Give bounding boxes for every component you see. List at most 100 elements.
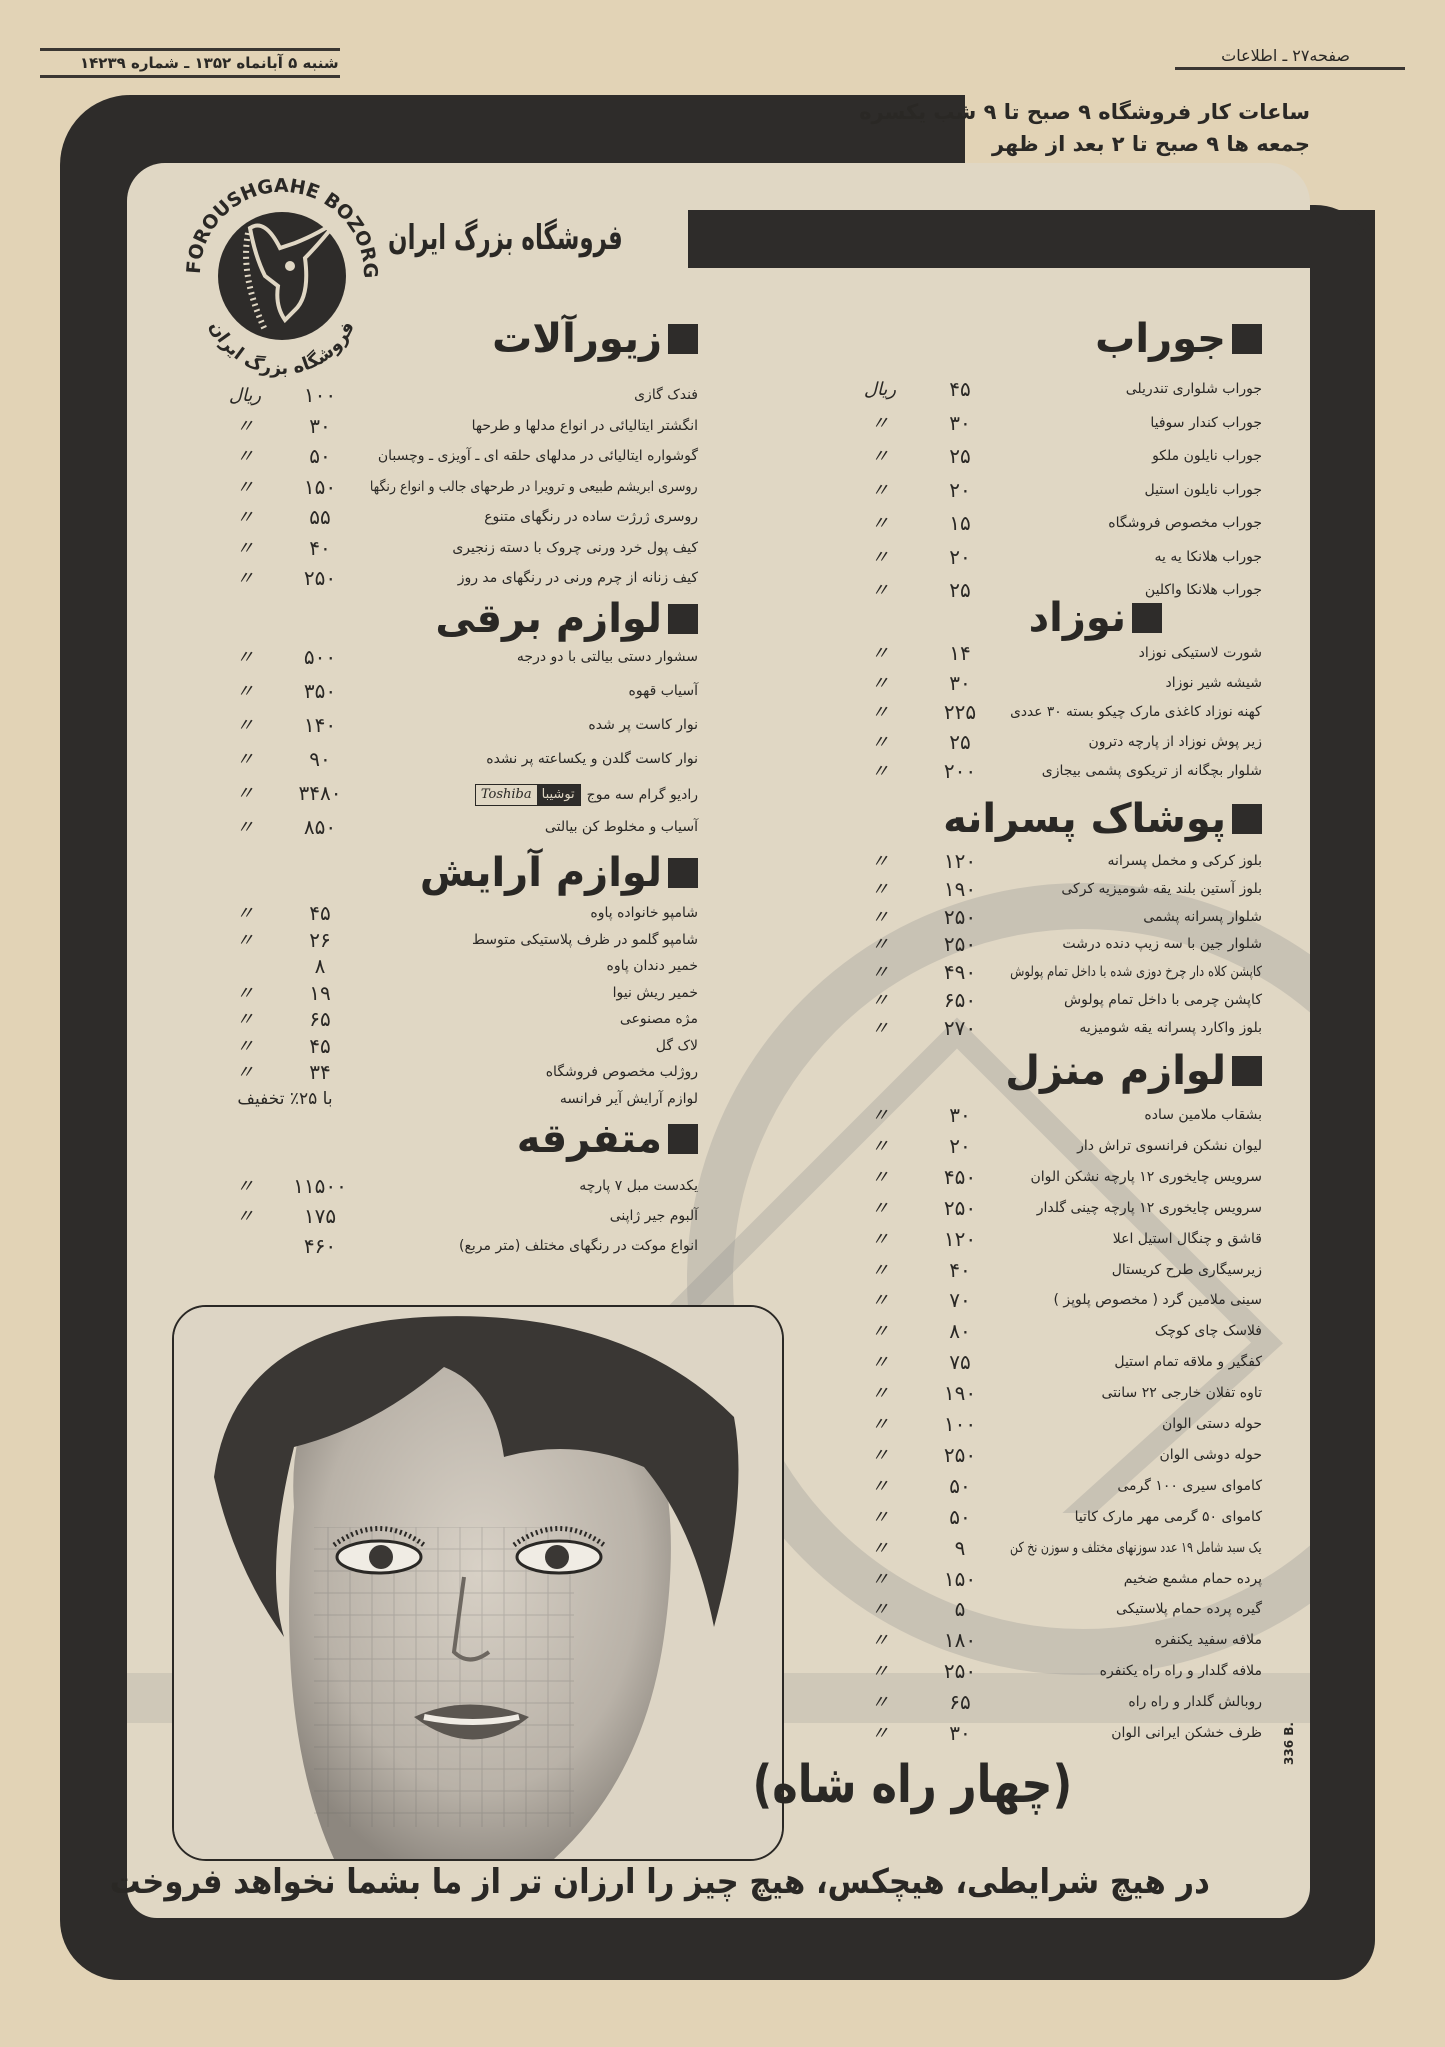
item-price: ۳۴۸۰ xyxy=(298,781,342,805)
currency-label: ریال xyxy=(863,379,897,400)
item-price: ۱۰۰ xyxy=(943,1412,977,1436)
item-price: ۳۵۰ xyxy=(303,679,337,703)
item-name-text: شامپو خانواده پاوه xyxy=(590,905,698,921)
item-name: بلوز واکارد پسرانه یقه شومیزیه xyxy=(1079,1019,1262,1037)
item-name: شیشه شیر نوزاد xyxy=(1165,674,1262,692)
item-name: تاوه تفلان خارجی ۲۲ سانتی xyxy=(1101,1384,1262,1402)
price-list-item: رادیو گرام سه موج توشیبا Toshiba ۳۴۸۰ 〃 xyxy=(220,782,698,806)
item-name-text: آسیاب و مخلوط کن بیالتی xyxy=(544,819,698,835)
price-list-item: گیره پرده حمام پلاستیکی ۵ 〃 xyxy=(820,1598,1262,1622)
item-price: ۵۰ xyxy=(949,1504,971,1529)
item-name: ملافه سفید یکنفره xyxy=(1155,1631,1262,1649)
item-price: ۲۲۵ xyxy=(943,700,977,724)
item-name: ملافه گلدار و راه راه یکنفره xyxy=(1100,1662,1262,1680)
brand-persian: توشیبا xyxy=(536,785,580,805)
section-heading: جوراب xyxy=(1095,318,1262,360)
section-title: لوازم آرایش xyxy=(419,850,663,896)
ditto-mark: 〃 xyxy=(236,507,254,528)
item-name: حوله دستی الوان xyxy=(1162,1415,1262,1433)
item-name-text: لوازم آرایش آیر فرانسه xyxy=(559,1090,698,1107)
item-price: ۴۹۰ xyxy=(943,960,977,985)
ditto-mark: 〃 xyxy=(871,1537,889,1559)
item-name: شامپو گلمو در ظرف پلاستیکی متوسط xyxy=(472,931,698,949)
left-column: زیورآلات فندک گازی ۱۰۰ ریال انگشتر ایتالیائی… xyxy=(220,0,698,1300)
ad-code: 336 B. xyxy=(1282,1722,1296,1765)
store-hours: ساعات کار فروشگاه ۹ صبح تا ۹ شب یکسره جم… xyxy=(859,96,1310,160)
item-name: جوراب کندار سوفیا xyxy=(1150,414,1262,432)
item-name: گوشواره ایتالیائی در مدلهای حلقه ای ـ آو… xyxy=(378,447,698,465)
section-heading: نوزاد xyxy=(1029,597,1162,639)
item-name: روسری ژرژت ساده در رنگهای متنوع xyxy=(484,508,698,526)
item-name: کاموای سیری ۱۰۰ گرمی xyxy=(1117,1477,1262,1495)
ditto-mark: 〃 xyxy=(871,878,889,900)
ditto-mark: 〃 xyxy=(871,513,889,534)
item-price: ۳۰ xyxy=(949,1103,971,1127)
item-name-text: نوار کاست گلدن و یکساعته پر نشده xyxy=(486,751,698,767)
item-price: ۲۰ xyxy=(949,544,971,569)
item-price: ۲۵۰ xyxy=(303,566,337,590)
ditto-mark: 〃 xyxy=(871,1506,889,1528)
price-list-item: سشوار دستی بیالتی با دو درجه ۵۰۰ 〃 xyxy=(220,646,698,670)
item-price: ۱۸۰ xyxy=(943,1628,977,1653)
item-name: آسیاب و مخلوط کن بیالتی xyxy=(545,818,698,836)
item-name: مژه مصنوعی xyxy=(620,1010,698,1028)
ditto-mark: 〃 xyxy=(871,851,889,872)
price-list-item: خمیر دندان پاوه ۸ xyxy=(220,955,698,979)
item-name-text: روسری ژرژت ساده در رنگهای متنوع xyxy=(484,509,698,525)
ditto-mark: 〃 xyxy=(871,1352,889,1374)
price-list-item: آسیاب قهوه ۳۵۰ 〃 xyxy=(220,680,698,704)
section-heading: لوازم برقی xyxy=(435,598,698,640)
price-list-item: ملافه سفید یکنفره ۱۸۰ 〃 xyxy=(820,1629,1262,1653)
slogan: در هیچ شرایطی، هیچکس، هیچ چیز را ارزان ت… xyxy=(110,1862,1211,1902)
ditto-mark: 〃 xyxy=(871,702,889,723)
item-price: ۱۵۰ xyxy=(943,1566,977,1591)
item-price: ۱۲۰ xyxy=(943,849,977,873)
price-list-item: جوراب شلواری تندریلی ۴۵ ریال xyxy=(820,378,1262,402)
item-price: ۲۶ xyxy=(309,927,331,952)
ditto-mark: 〃 xyxy=(236,749,254,770)
item-price: ۴۶۰ xyxy=(303,1234,337,1258)
item-price: ۱۰۰ xyxy=(303,383,337,407)
price-list-item: جوراب نایلون ملکو ۲۵ 〃 xyxy=(820,445,1262,469)
ditto-mark: 〃 xyxy=(871,1197,889,1219)
item-name: آلبوم جیر ژاپنی xyxy=(610,1207,698,1225)
price-list-item: فلاسک چای کوچک ۸۰ 〃 xyxy=(820,1320,1262,1344)
price-list-item: نوار کاست پر شده ۱۴۰ 〃 xyxy=(220,714,698,738)
item-price: ۱۲۰ xyxy=(943,1226,977,1251)
toshiba-brand-badge: توشیبا Toshiba xyxy=(474,784,581,806)
price-list-item: شامپو خانواده پاوه ۴۵ 〃 xyxy=(220,902,698,926)
item-price: ۳۴ xyxy=(309,1060,331,1084)
item-name-text: قاشق و چنگال استیل اعلا xyxy=(1112,1230,1262,1247)
item-name: بلوز آستین بلند یقه شومیزیه کرکی xyxy=(1061,880,1262,898)
item-name: بشقاب ملامین ساده xyxy=(1144,1106,1262,1124)
item-name: جوراب نایلون استیل xyxy=(1145,481,1263,499)
ditto-mark: 〃 xyxy=(236,929,254,951)
item-price: ۱۹ xyxy=(309,980,331,1005)
item-name-text: کاموای سیری ۱۰۰ گرمی xyxy=(1117,1477,1262,1494)
price-list-item: بلوز کرکی و مخمل پسرانه ۱۲۰ 〃 xyxy=(820,850,1262,874)
item-name-text: رادیو گرام سه موج xyxy=(586,787,698,803)
right-column: جوراب جوراب شلواری تندریلی ۴۵ ریال جوراب کند… xyxy=(820,0,1262,1800)
section-title: لوازم برقی xyxy=(435,596,663,642)
item-name-text: کیف پول خرد ورنی چروک با دسته زنجیری xyxy=(452,539,698,556)
item-name-text: شلوار جین با سه زیپ دنده درشت xyxy=(1062,936,1262,953)
item-name-text: ملافه سفید یکنفره xyxy=(1154,1632,1262,1649)
square-bullet-icon xyxy=(668,604,698,634)
item-price: ۷۵ xyxy=(949,1350,971,1375)
item-price: ۸۰ xyxy=(949,1319,971,1344)
ditto-mark: 〃 xyxy=(871,1017,889,1039)
price-list-item: آسیاب و مخلوط کن بیالتی ۸۵۰ 〃 xyxy=(220,816,698,840)
item-name: خمیر ریش نیوا xyxy=(613,984,698,1002)
ditto-mark: 〃 xyxy=(236,783,254,804)
square-bullet-icon xyxy=(1232,1056,1262,1086)
item-name-text: جوراب کندار سوفیا xyxy=(1150,414,1262,431)
header-rule-right xyxy=(1175,67,1405,70)
item-price: ۲۷۰ xyxy=(943,1015,977,1040)
item-price: ۲۵۰ xyxy=(943,1659,977,1684)
item-name-text: شلوار پسرانه پشمی xyxy=(1143,908,1262,925)
price-list-item: انواع موکت در رنگهای مختلف (متر مربع) ۴۶۰ xyxy=(220,1235,698,1259)
item-price: ۲۵ xyxy=(949,444,971,468)
price-list-item: لیوان نشکن فرانسوی تراش دار ۲۰ 〃 xyxy=(820,1134,1262,1159)
price-list-item: کفگیر و ملاقه تمام استیل ۷۵ 〃 xyxy=(820,1351,1262,1375)
store-logo: FOROUSHGAHE BOZORGE IRAN فروشگاه بزرگ ای… xyxy=(170,150,381,379)
